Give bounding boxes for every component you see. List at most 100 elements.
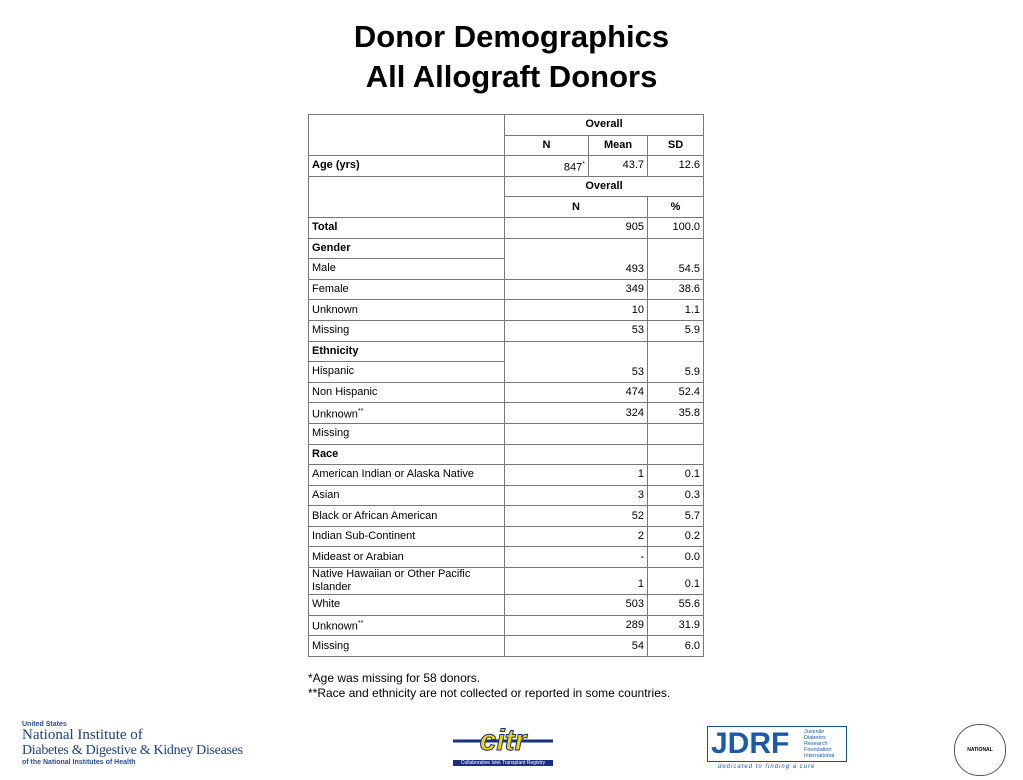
- table-cell: N: [504, 134, 589, 157]
- table-row: Overall: [308, 113, 704, 157]
- cell-text: Asian: [312, 488, 340, 501]
- niddk-logo: United States National Institute of Diab…: [22, 721, 252, 766]
- table-row: Missing: [308, 422, 704, 445]
- table-cell: 5.9: [647, 319, 704, 342]
- table-row: Missing 53 5.9: [308, 319, 704, 342]
- logo-text: Research: [804, 741, 828, 747]
- table-row: Unknown** 289 31.9: [308, 614, 704, 637]
- table-cell: Native Hawaiian or Other Pacific Islande…: [308, 567, 505, 596]
- table-row: Ethnicity 53 5.9: [308, 340, 704, 383]
- note-mark: **: [357, 407, 364, 415]
- table-row: Unknown** 324 35.8: [308, 402, 704, 424]
- logo-text: of the National Institutes of Health: [22, 759, 136, 766]
- cell-text: Total: [312, 221, 338, 234]
- logo-text: Foundation: [804, 747, 832, 753]
- nih-seal: NATIONAL INSTITUTES OF HEALTH: [954, 724, 1006, 776]
- table-cell: Missing: [308, 635, 505, 657]
- table-cell: 38.6: [647, 278, 704, 301]
- table-cell: White: [308, 594, 505, 616]
- table-cell: 349: [504, 278, 648, 301]
- cell-text: Non Hispanic: [312, 386, 378, 399]
- cell-text: Male: [312, 262, 336, 275]
- table-cell: -: [504, 546, 648, 569]
- table-row: Total 905 100.0: [308, 216, 704, 239]
- table-cell: Black or African American: [308, 505, 505, 527]
- table-cell: [647, 443, 704, 466]
- table-cell: 35.8: [647, 402, 704, 424]
- table-cell: [504, 443, 648, 466]
- table-cell: [504, 422, 648, 445]
- table-row: Asian 3 0.3: [308, 484, 704, 507]
- table-cell: 6.0: [647, 635, 704, 657]
- table-cell: 12.6: [647, 155, 704, 177]
- table-cell: 289: [504, 614, 648, 637]
- citr-logo: citr Collaborative Islet Transplant Regi…: [453, 725, 553, 766]
- table-row: Age (yrs) 847* 43.7 12.6: [308, 155, 704, 177]
- logo-text: citr: [453, 725, 553, 756]
- table-cell: 43.7: [588, 155, 648, 177]
- cell-text: Missing: [312, 427, 350, 440]
- jdrf-logo: JDRF Juvenile Diabetes Research Foundation I…: [707, 726, 847, 770]
- table-cell: 54.5: [647, 237, 704, 280]
- table-cell: 0.0: [647, 546, 704, 569]
- logo-text-block: Juvenile Diabetes Research Foundation Intern…: [804, 729, 834, 759]
- table-cell: Unknown: [308, 299, 505, 321]
- table-row: American Indian or Alaska Native 1 0.1: [308, 464, 704, 486]
- cell-text: Missing: [312, 639, 350, 652]
- table-cell: Missing: [308, 319, 505, 342]
- cell-text: Mideast or Arabian: [312, 550, 404, 563]
- table-cell: 31.9: [647, 614, 704, 637]
- table-cell: 54: [504, 635, 648, 657]
- footnote: **Race and ethnicity are not collected o…: [308, 686, 671, 700]
- logo-text: United States: [22, 721, 67, 728]
- table-cell: 100.0: [647, 216, 704, 239]
- table-cell: 5.9: [647, 340, 704, 383]
- cell-text: Missing: [312, 324, 350, 337]
- table-cell: Female: [308, 278, 505, 301]
- table-cell: 905: [504, 216, 648, 239]
- table-cell: Missing: [308, 422, 505, 445]
- table-cell: %: [647, 196, 704, 218]
- cell-text: White: [312, 598, 341, 611]
- table-row: Overall: [308, 175, 704, 218]
- cell-text: Hispanic: [312, 365, 355, 378]
- title-line: Donor Demographics: [353, 19, 670, 54]
- cell-text: Gender: [312, 241, 351, 254]
- table-cell: 324: [504, 402, 648, 424]
- table-cell: Mideast or Arabian: [308, 546, 505, 569]
- table-cell: Overall: [504, 114, 704, 136]
- cell-text: Unknown: [312, 303, 358, 316]
- logo-text: National Institute of: [22, 727, 143, 743]
- cell-text: Ethnicity: [312, 344, 359, 357]
- table-cell: Non Hispanic: [308, 381, 505, 404]
- cell-text: Black or African American: [312, 509, 438, 522]
- table-cell: 503: [504, 594, 648, 616]
- table-cell: Race: [308, 443, 505, 466]
- table-cell: Indian Sub-Continent: [308, 525, 505, 548]
- table-cell: Mean: [588, 134, 648, 157]
- table-row: White 503 55.6: [308, 594, 704, 616]
- table-row: Non Hispanic 474 52.4: [308, 381, 704, 404]
- table-cell: 474: [504, 381, 648, 404]
- logo-text: Juvenile: [804, 729, 825, 735]
- cell-text: 847: [563, 161, 583, 174]
- table-cell: 55.6: [647, 594, 704, 616]
- cell-text: Race: [312, 447, 339, 460]
- table-cell: N: [504, 196, 648, 218]
- table-row: Race: [308, 443, 704, 466]
- note-mark: *: [582, 160, 585, 168]
- logo-text: International: [804, 753, 835, 759]
- table-cell: Ethnicity: [308, 340, 505, 363]
- table-row: Native Hawaiian or Other Pacific Islande…: [308, 567, 704, 596]
- table-cell: Unknown**: [308, 614, 505, 637]
- logo-text: Diabetes & Digestive & Kidney Diseases: [22, 743, 243, 758]
- table-cell: American Indian or Alaska Native: [308, 464, 505, 486]
- table-cell: Hispanic: [308, 361, 505, 383]
- table-cell: 847*: [504, 155, 589, 177]
- table-cell: 53: [504, 319, 648, 342]
- footnote: *Age was missing for 58 donors.: [308, 671, 481, 685]
- table-cell: Age (yrs): [308, 155, 505, 177]
- table-cell: 53: [504, 340, 648, 383]
- table-cell: 2: [504, 525, 648, 548]
- cell-text: Indian Sub-Continent: [312, 530, 416, 543]
